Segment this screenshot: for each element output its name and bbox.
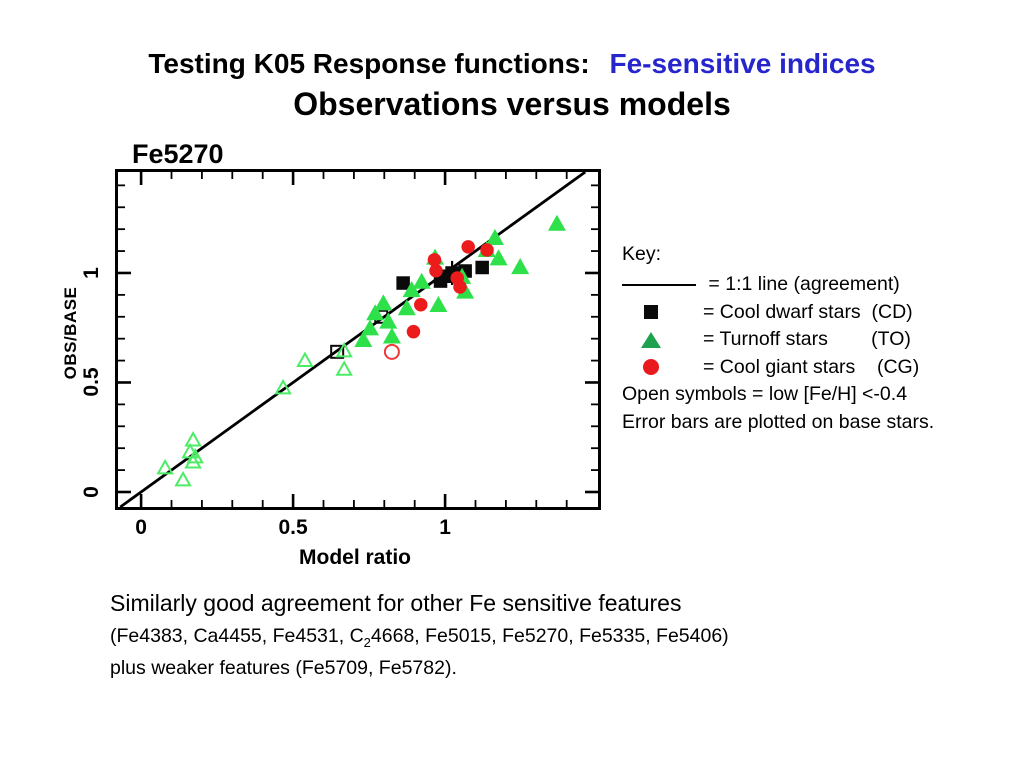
marker-cg-open bbox=[383, 343, 400, 360]
black-square-icon bbox=[622, 305, 703, 320]
slide-subtitle: Observations versus models bbox=[293, 86, 731, 122]
legend-item-line: = 1:1 line (agreement) bbox=[622, 271, 934, 299]
y-tick-label: 0.5 bbox=[80, 367, 103, 398]
marker-to bbox=[397, 299, 416, 316]
x-tick-label: 0 bbox=[135, 516, 147, 539]
x-tick-label: 1 bbox=[439, 516, 451, 539]
caption-line2-suffix: 4668, Fe5015, Fe5270, Fe5335, Fe5406) bbox=[370, 625, 729, 647]
marker-to bbox=[374, 294, 393, 311]
marker-to-open bbox=[296, 351, 314, 368]
marker-to-open bbox=[184, 431, 202, 447]
marker-to-open bbox=[186, 447, 204, 464]
marker-to-open bbox=[156, 458, 174, 475]
marker-to bbox=[402, 281, 421, 298]
y-tick-label: 0 bbox=[80, 486, 103, 498]
marker-to bbox=[354, 330, 373, 348]
marker-to bbox=[361, 319, 380, 336]
x-axis-label: Model ratio bbox=[298, 546, 412, 569]
legend-item-label: = 1:1 line (agreement) bbox=[703, 273, 900, 295]
marker-to bbox=[379, 312, 398, 329]
marker-cg bbox=[427, 253, 442, 267]
line-symbol-icon bbox=[622, 283, 703, 286]
marker-to bbox=[489, 249, 508, 266]
scatter-plot: Fe5270 Model ratio OBS/BASE 0 0.5 1 0 0.5 1 bbox=[61, 139, 601, 569]
red-circle-icon bbox=[622, 359, 703, 376]
legend-item-cg: = Cool giant stars (CG) bbox=[622, 354, 934, 382]
marker-cd bbox=[396, 276, 410, 290]
caption-block: Similarly good agreement for other Fe se… bbox=[110, 590, 729, 680]
plot-title: Fe5270 bbox=[132, 139, 224, 169]
caption-line2: (Fe4383, Ca4455, Fe4531, C24668, Fe5015,… bbox=[110, 625, 729, 650]
legend-item-to: = Turnoff stars (TO) bbox=[622, 326, 934, 354]
y-tick-label: 1 bbox=[80, 267, 103, 279]
marker-cg bbox=[453, 280, 467, 294]
y-axis-label: OBS/BASE bbox=[61, 286, 80, 380]
marker-to-open bbox=[274, 378, 292, 395]
marker-to bbox=[412, 272, 431, 289]
marker-to-open bbox=[335, 341, 353, 358]
marker-cg bbox=[480, 243, 494, 257]
marker-to bbox=[382, 327, 401, 344]
marker-cg bbox=[461, 240, 475, 254]
marker-cd bbox=[475, 260, 489, 275]
plot-axes-box bbox=[115, 169, 601, 510]
marker-to bbox=[485, 228, 504, 245]
marker-cg bbox=[414, 297, 428, 312]
slide-title-black: Testing K05 Response functions: bbox=[148, 48, 598, 79]
legend-note-open-symbols: Open symbols = low [Fe/H] <-0.4 bbox=[622, 383, 908, 405]
marker-cg bbox=[429, 264, 443, 278]
marker-to bbox=[366, 304, 385, 321]
one-to-one-line bbox=[119, 172, 587, 507]
legend-item-label: = Cool giant stars (CG) bbox=[703, 355, 920, 378]
marker-to-open bbox=[174, 470, 192, 487]
legend-heading: Key: bbox=[622, 243, 662, 265]
green-triangle-icon bbox=[622, 331, 703, 348]
marker-to bbox=[547, 214, 566, 231]
slide-title-blue: Fe-sensitive indices bbox=[609, 48, 876, 79]
marker-to bbox=[511, 258, 530, 275]
slide-title: Testing K05 Response functions: Fe-sensi… bbox=[0, 48, 1024, 80]
marker-to-open bbox=[335, 360, 353, 376]
caption-line2-subscript: 2 bbox=[363, 634, 371, 650]
x-tick-label: 0.5 bbox=[278, 516, 308, 539]
marker-cg bbox=[406, 324, 421, 339]
caption-line2-prefix: (Fe4383, Ca4455, Fe4531, C bbox=[110, 625, 364, 647]
legend-key: Key: = 1:1 line (agreement) = Cool dwarf… bbox=[622, 241, 934, 436]
caption-line1: Similarly good agreement for other Fe se… bbox=[110, 590, 682, 616]
legend-note-error-bars: Error bars are plotted on base stars. bbox=[622, 410, 935, 433]
legend-item-label: = Cool dwarf stars (CD) bbox=[703, 300, 913, 323]
legend-item-label: = Turnoff stars (TO) bbox=[703, 328, 911, 350]
caption-line3: plus weaker features (Fe5709, Fe5782). bbox=[110, 656, 457, 679]
legend-item-cd: = Cool dwarf stars (CD) bbox=[622, 299, 934, 327]
marker-cd-open bbox=[330, 344, 345, 359]
plot-canvas bbox=[118, 172, 598, 507]
marker-to bbox=[429, 295, 448, 312]
